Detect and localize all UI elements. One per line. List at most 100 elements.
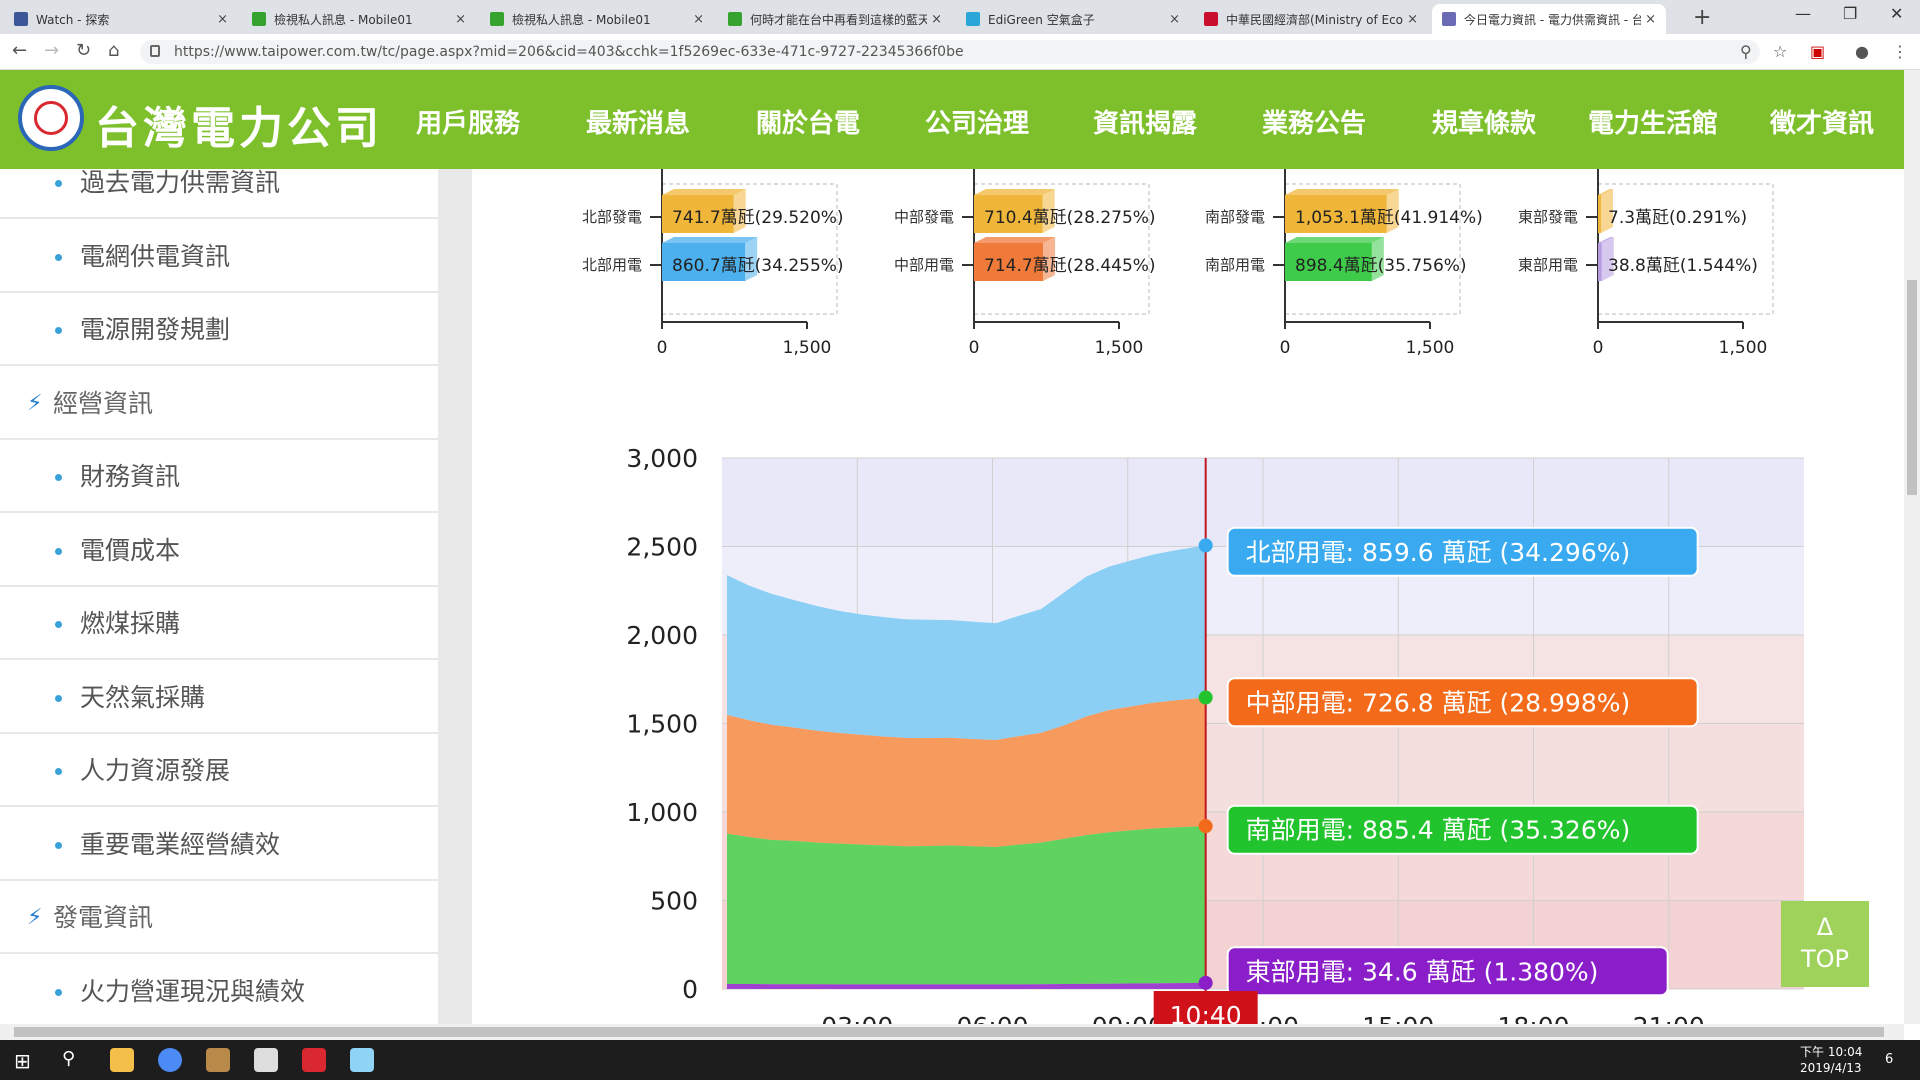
lock-icon[interactable]: [150, 45, 160, 57]
horizontal-scrollbar[interactable]: [0, 1024, 1904, 1040]
bookmark-star-icon[interactable]: ☆: [1773, 42, 1788, 61]
close-tab-icon[interactable]: ×: [217, 11, 228, 27]
browser-tab[interactable]: 中華民國經濟部(Ministry of Econ ×: [1194, 4, 1428, 34]
sidebar-item[interactable]: 電網供電資訊: [0, 221, 438, 293]
tab-title: 檢視私人訊息 - Mobile01: [274, 12, 413, 27]
sidebar-item[interactable]: 過去電力供需資訊: [0, 169, 438, 219]
close-tab-icon[interactable]: ×: [931, 11, 942, 27]
tab-favicon-icon: [1442, 12, 1456, 26]
clock-date[interactable]: 2019/4/13: [1800, 1061, 1862, 1075]
tab-favicon-icon: [1204, 12, 1218, 26]
home-icon[interactable]: ⌂: [108, 40, 120, 61]
area-series: [727, 826, 1206, 985]
minimize-icon[interactable]: —: [1795, 4, 1811, 23]
maximize-icon[interactable]: ❐: [1843, 4, 1858, 23]
x-tick-label: 03:00: [821, 1012, 893, 1024]
top-button-label: TOP: [1800, 945, 1850, 973]
bar-data-label: 741.7萬瓩(29.520%): [672, 208, 844, 228]
sidebar-category[interactable]: ⚡ 經營資訊: [0, 368, 438, 440]
bar-category-label: 中部用電: [894, 256, 954, 274]
data-point-marker: [1198, 538, 1213, 553]
bar-side: [1386, 189, 1399, 233]
sidebar-item-label: 天然氣採購: [80, 682, 206, 712]
x-tick-label: 18:00: [1497, 1012, 1569, 1024]
search-icon[interactable]: ⚲: [62, 1048, 76, 1069]
sidebar-item[interactable]: 電源開發規劃: [0, 294, 438, 366]
site-logo-text[interactable]: 台灣電力公司: [95, 103, 383, 154]
sidebar-item[interactable]: 重要電業經營績效: [0, 809, 438, 881]
nav-item[interactable]: 電力生活館: [1588, 109, 1719, 139]
bar: [974, 243, 1044, 281]
bar-chart-north: 北部發電 741.7萬瓩(29.520%) 北部用電 860.7萬瓩(34.255%)…: [582, 169, 844, 358]
app-icon[interactable]: [206, 1048, 230, 1072]
browser-tab[interactable]: 檢視私人訊息 - Mobile01 ×: [480, 4, 714, 34]
bullet-icon: [55, 841, 62, 849]
area-series: [727, 697, 1206, 848]
sidebar-item[interactable]: 火力營運現況與績效: [0, 956, 438, 1025]
nav-item[interactable]: 關於台電: [756, 109, 861, 139]
close-tab-icon[interactable]: ×: [455, 11, 466, 27]
zoom-icon[interactable]: ⚲: [1740, 42, 1752, 61]
browser-tab[interactable]: EdiGreen 空氣盒子 ×: [956, 4, 1190, 34]
app-icon[interactable]: [302, 1048, 326, 1072]
bar: [1285, 243, 1372, 281]
browser-tab[interactable]: 何時才能在台中再看到這樣的藍天 ×: [718, 4, 952, 34]
url-field[interactable]: https://www.taipower.com.tw/tc/page.aspx…: [140, 40, 1760, 64]
nav-item[interactable]: 用戶服務: [416, 109, 521, 139]
bar-top: [974, 189, 1055, 195]
nav-item[interactable]: 徵才資訊: [1770, 109, 1875, 139]
close-tab-icon[interactable]: ×: [693, 11, 704, 27]
menu-icon[interactable]: ⋮: [1892, 42, 1908, 61]
tooltip-text: 東部用電: 34.6 萬瓩 (1.380%): [1246, 957, 1599, 986]
windows-start-icon[interactable]: ⊞: [14, 1049, 31, 1073]
bar-chart-south: 南部發電 1,053.1萬瓩(41.914%) 南部用電 898.4萬瓩(35.756…: [1205, 169, 1483, 358]
file-explorer-icon[interactable]: [110, 1048, 134, 1072]
sidebar-category[interactable]: ⚡ 發電資訊: [0, 882, 438, 954]
bar-category-label: 東部發電: [1518, 208, 1578, 226]
back-icon[interactable]: ←: [12, 40, 28, 61]
sidebar-item[interactable]: 電價成本: [0, 515, 438, 587]
close-tab-icon[interactable]: ×: [1407, 11, 1418, 27]
nav-item[interactable]: 公司治理: [925, 109, 1030, 139]
taipower-logo[interactable]: [18, 85, 84, 151]
sidebar-item[interactable]: 人力資源發展: [0, 735, 438, 807]
vertical-scrollbar[interactable]: [1904, 70, 1920, 1024]
forward-icon[interactable]: →: [44, 40, 60, 61]
nav-item[interactable]: 規章條款: [1432, 109, 1537, 139]
bar-side: [1371, 237, 1384, 281]
sidebar-item[interactable]: 財務資訊: [0, 441, 438, 513]
app-icon[interactable]: [254, 1048, 278, 1072]
back-to-top-button[interactable]: Δ TOP: [1781, 901, 1869, 987]
sidebar-item-label: 經營資訊: [53, 388, 154, 418]
tooltip-text: 北部用電: 859.6 萬瓩 (34.296%): [1246, 538, 1631, 567]
nav-item[interactable]: 業務公告: [1262, 109, 1367, 139]
clock-time[interactable]: 下午 10:04: [1800, 1045, 1863, 1059]
reload-icon[interactable]: ↻: [76, 40, 92, 61]
bar-category-label: 南部用電: [1205, 256, 1265, 274]
sidebar-item[interactable]: 燃煤採購: [0, 588, 438, 660]
sidebar-item[interactable]: 天然氣採購: [0, 662, 438, 734]
tab-title: EdiGreen 空氣盒子: [988, 12, 1095, 27]
bar-category-label: 北部發電: [582, 208, 642, 226]
new-tab-button[interactable]: +: [1693, 5, 1712, 30]
notification-count[interactable]: 6: [1885, 1052, 1894, 1067]
app-icon[interactable]: [350, 1048, 374, 1072]
browser-tab[interactable]: 今日電力資訊 - 電力供需資訊 - 台 ×: [1432, 4, 1666, 34]
browser-tab[interactable]: Watch - 探索 ×: [4, 4, 238, 34]
tab-title: 檢視私人訊息 - Mobile01: [512, 12, 651, 27]
nav-item[interactable]: 最新消息: [586, 109, 691, 139]
tab-title: Watch - 探索: [36, 12, 110, 27]
profile-icon[interactable]: ●: [1855, 42, 1869, 61]
y-tick-label: 2,000: [626, 621, 698, 650]
current-time-badge: [1153, 991, 1258, 1024]
close-tab-icon[interactable]: ×: [1169, 11, 1180, 27]
bullet-icon: [55, 253, 62, 261]
close-window-icon[interactable]: ✕: [1890, 4, 1904, 23]
bullet-icon: [55, 327, 62, 334]
bar-tick-label: 1,500: [783, 338, 832, 358]
close-tab-icon[interactable]: ×: [1645, 11, 1656, 27]
nav-item[interactable]: 資訊揭露: [1093, 109, 1198, 139]
chrome-icon[interactable]: [158, 1048, 182, 1072]
extension-icon[interactable]: ▣: [1810, 42, 1826, 61]
browser-tab[interactable]: 檢視私人訊息 - Mobile01 ×: [242, 4, 476, 34]
